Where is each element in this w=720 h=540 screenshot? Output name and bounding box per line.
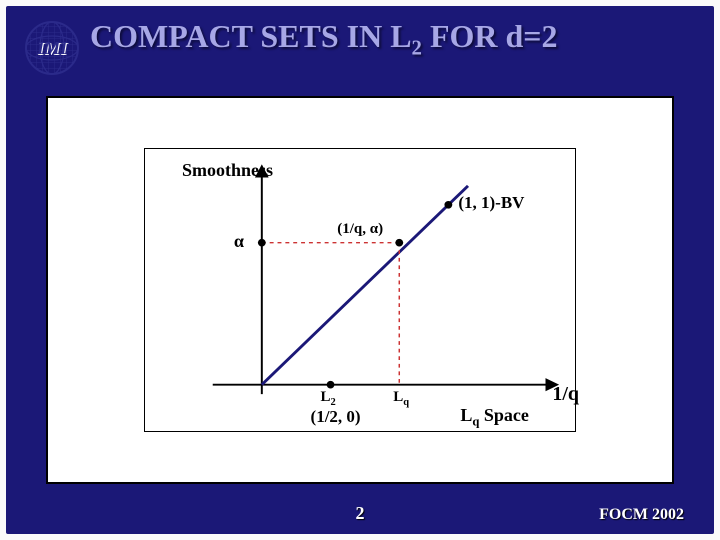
footer-right: FOCM 2002 xyxy=(599,506,684,524)
logo-text: IMI xyxy=(24,20,80,76)
lq-label: Lq xyxy=(393,389,409,408)
alpha-label: α xyxy=(234,231,244,252)
one-over-q-label: 1/q xyxy=(552,383,579,406)
slide-title: COMPACT SETS IN L2 FOR d=2 xyxy=(90,18,558,60)
l2-label: L2 xyxy=(321,389,336,408)
half-zero-label: (1/2, 0) xyxy=(311,407,361,427)
chart-area: Smoothness α (1/q, α) (1, 1)-BV L2 (1/2,… xyxy=(144,148,576,432)
slide-background: IMI COMPACT SETS IN L2 FOR d=2 Smoothnes… xyxy=(6,6,714,534)
content-panel: Smoothness α (1/q, α) (1, 1)-BV L2 (1/2,… xyxy=(46,96,674,484)
q-alpha-point-label: (1/q, α) xyxy=(337,221,383,238)
header: IMI COMPACT SETS IN L2 FOR d=2 xyxy=(6,6,714,78)
bv-label: (1, 1)-BV xyxy=(458,193,524,213)
chart-svg xyxy=(144,148,576,432)
x-axis-title: Lq Space xyxy=(460,405,529,430)
